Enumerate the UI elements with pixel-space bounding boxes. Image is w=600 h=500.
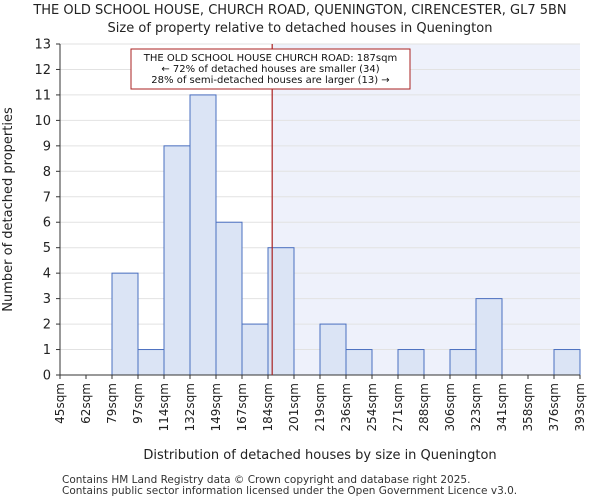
histogram-bar [319, 323, 347, 376]
x-tick-label: 184sqm [261, 383, 275, 431]
chart-subtitle: Size of property relative to detached ho… [107, 21, 493, 36]
annotation-line-2: ← 72% of detached houses are smaller (34… [161, 64, 379, 75]
x-tick-label: 132sqm [183, 383, 197, 431]
y-tick-label: 5 [43, 241, 51, 256]
y-tick-label: 13 [34, 38, 51, 53]
histogram-bar [163, 145, 191, 376]
x-tick-label: 323sqm [469, 383, 483, 431]
chart-title: THE OLD SCHOOL HOUSE, CHURCH ROAD, QUENI… [33, 3, 567, 18]
histogram-bar [111, 272, 139, 376]
y-tick-label: 11 [34, 88, 51, 103]
x-tick-label: 97sqm [131, 383, 145, 424]
y-tick-label: 9 [43, 139, 51, 154]
histogram-bar [189, 94, 217, 376]
x-tick-label: 45sqm [53, 383, 67, 424]
histogram-bar [553, 349, 581, 376]
x-tick-label: 167sqm [235, 383, 249, 431]
x-tick-label: 62sqm [79, 383, 93, 424]
y-tick-label: 2 [43, 318, 51, 333]
x-tick-label: 288sqm [417, 383, 431, 431]
y-tick-label: 4 [43, 267, 51, 282]
y-tick-label: 6 [43, 216, 51, 231]
x-tick-label: 79sqm [105, 383, 119, 424]
x-tick-label: 341sqm [495, 383, 509, 431]
y-tick-label: 12 [34, 63, 51, 78]
y-tick-label: 8 [43, 165, 51, 180]
x-tick-label: 149sqm [209, 383, 223, 431]
footer-licence: Contains public sector information licen… [62, 485, 518, 497]
x-axis-title: Distribution of detached houses by size … [143, 448, 496, 463]
x-tick-label: 114sqm [157, 383, 171, 431]
y-tick-label: 1 [43, 343, 51, 358]
histogram-bar [215, 221, 243, 376]
annotation-line-3: 28% of semi-detached houses are larger (… [151, 75, 389, 86]
highlight-region [272, 44, 580, 375]
y-tick-label: 7 [43, 190, 51, 205]
x-tick-label: 254sqm [365, 383, 379, 431]
x-tick-label: 201sqm [287, 383, 301, 431]
x-tick-label: 236sqm [339, 383, 353, 431]
histogram-bar [449, 349, 477, 376]
x-tick-label: 219sqm [313, 383, 327, 431]
histogram-bar [137, 349, 165, 376]
footer-copyright: Contains HM Land Registry data © Crown c… [62, 474, 471, 486]
x-tick-label: 358sqm [521, 383, 535, 431]
annotation-line-1: THE OLD SCHOOL HOUSE CHURCH ROAD: 187sqm [143, 53, 397, 64]
histogram-bar [241, 323, 269, 376]
y-tick-label: 0 [43, 369, 51, 384]
y-tick-label: 10 [34, 114, 51, 129]
x-tick-label: 271sqm [391, 383, 405, 431]
histogram-bar [397, 349, 425, 376]
x-tick-label: 376sqm [547, 383, 561, 431]
x-tick-label: 306sqm [443, 383, 457, 431]
histogram-bar [475, 298, 503, 376]
annotation-box [130, 48, 411, 90]
histogram-bar [345, 349, 373, 376]
x-tick-label: 393sqm [573, 383, 587, 431]
y-tick-label: 3 [43, 292, 51, 307]
y-axis-title: Number of detached properties [1, 107, 16, 312]
